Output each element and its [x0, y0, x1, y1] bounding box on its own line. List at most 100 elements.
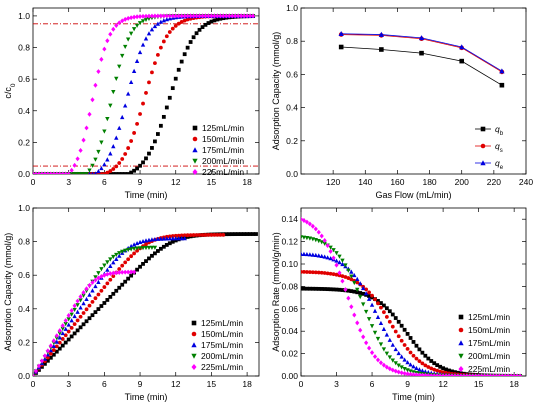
data-point — [149, 245, 155, 250]
data-point — [146, 237, 152, 242]
data-point — [499, 82, 505, 88]
data-point — [429, 373, 434, 376]
data-point — [51, 352, 56, 357]
data-point — [361, 334, 366, 340]
data-point — [247, 13, 253, 19]
data-point — [96, 271, 101, 276]
legend-label: 175mL/min — [201, 340, 243, 350]
data-point — [227, 232, 232, 237]
legend-marker — [480, 143, 486, 149]
data-point — [369, 302, 375, 307]
data-point — [108, 263, 113, 268]
series-2 — [33, 232, 226, 376]
data-point — [482, 373, 487, 376]
data-point — [372, 354, 378, 360]
data-point — [66, 337, 71, 342]
data-point — [370, 293, 374, 298]
data-point — [301, 218, 307, 223]
y-tick-label: 0.14 — [281, 214, 298, 224]
legend-label: 200mL/min — [202, 156, 244, 166]
data-point — [60, 326, 65, 331]
data-point — [441, 366, 446, 371]
data-point — [126, 15, 131, 21]
data-point — [349, 274, 354, 279]
data-point — [88, 171, 91, 174]
data-point — [150, 146, 154, 150]
data-point — [384, 332, 390, 337]
data-point — [108, 172, 113, 174]
data-point — [322, 241, 327, 246]
data-point — [158, 123, 163, 128]
legend-label: 225mL/min — [202, 167, 244, 177]
data-point — [87, 282, 92, 288]
data-point — [470, 373, 475, 376]
legend-label: 125mL/min — [202, 123, 244, 133]
data-point — [310, 252, 316, 257]
data-point — [358, 294, 363, 300]
data-point — [33, 373, 36, 376]
data-point — [140, 19, 146, 24]
data-point — [375, 314, 381, 319]
data-point — [355, 320, 360, 326]
data-point — [414, 343, 419, 348]
data-point — [114, 256, 119, 261]
data-point — [87, 316, 92, 321]
data-point — [426, 365, 431, 369]
data-point — [105, 281, 110, 286]
data-point — [135, 248, 139, 253]
data-point — [158, 236, 164, 241]
data-point — [57, 340, 62, 345]
data-point — [123, 16, 128, 22]
data-point — [45, 171, 50, 174]
data-point — [337, 273, 342, 278]
data-point — [78, 298, 83, 303]
data-point — [182, 233, 187, 238]
data-point — [54, 344, 59, 349]
data-point — [33, 171, 39, 174]
data-point — [393, 368, 398, 374]
x-tick-label: 3 — [66, 177, 71, 187]
data-layer — [338, 30, 505, 88]
data-point — [429, 366, 434, 371]
data-point — [153, 61, 157, 66]
data-point — [461, 373, 466, 376]
data-point — [497, 373, 502, 376]
data-point — [206, 13, 211, 19]
data-point — [81, 137, 86, 143]
data-point — [129, 170, 134, 174]
series-3 — [33, 236, 187, 376]
data-point — [75, 156, 80, 162]
data-point — [122, 44, 128, 50]
data-point — [72, 303, 77, 309]
data-point — [387, 319, 392, 324]
data-point — [301, 251, 307, 256]
x-axis-label: Time (min) — [392, 392, 435, 402]
data-point — [39, 171, 45, 174]
data-point — [387, 309, 392, 314]
data-point — [179, 59, 184, 64]
data-point — [176, 233, 181, 238]
data-point — [72, 162, 77, 168]
data-point — [200, 13, 205, 19]
data-point — [227, 13, 232, 19]
data-point — [364, 287, 369, 292]
data-point — [212, 233, 217, 237]
data-point — [48, 171, 53, 174]
data-point — [364, 340, 369, 346]
data-layer — [33, 232, 258, 376]
data-point — [117, 125, 122, 130]
data-point — [221, 13, 226, 19]
y-tick-label: 0.04 — [281, 326, 298, 336]
data-point — [337, 287, 342, 292]
legend: qb qs qe — [475, 124, 504, 171]
data-point — [69, 318, 74, 323]
data-point — [75, 318, 80, 323]
data-point — [140, 42, 146, 47]
x-tick-label: 220 — [487, 177, 501, 187]
data-point — [367, 345, 372, 351]
data-point — [132, 131, 137, 135]
data-point — [325, 243, 330, 249]
data-point — [153, 139, 157, 144]
data-point — [340, 261, 345, 267]
data-point — [87, 111, 92, 117]
